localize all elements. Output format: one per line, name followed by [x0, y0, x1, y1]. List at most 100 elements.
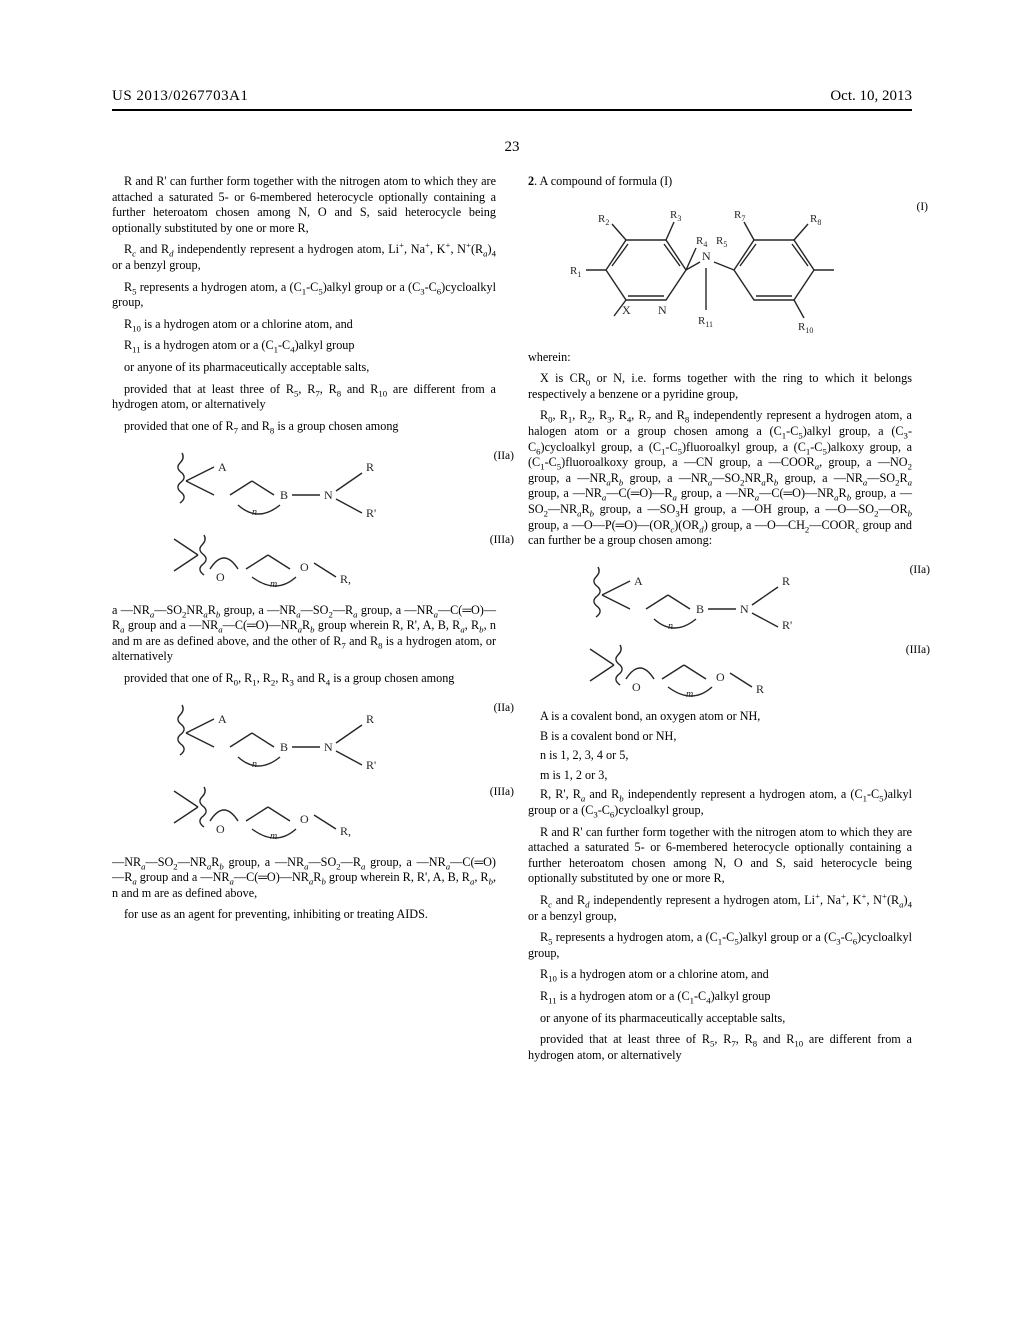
- formula-label-IIIa: (IIIa): [906, 643, 930, 658]
- sub: a: [470, 877, 474, 887]
- lbl: A: [218, 460, 227, 474]
- lbl: m: [270, 579, 277, 590]
- para-r11: R11 is a hydrogen atom or a (C1-C4)alkyl…: [112, 338, 496, 354]
- svg-text:R3: R3: [670, 209, 681, 223]
- para-rcrd-r: Rc and Rd independently represent a hydr…: [528, 893, 912, 924]
- txt: )alkyl group, a (C: [803, 424, 904, 438]
- header-row: US 2013/0267703A1 Oct. 10, 2013: [112, 88, 912, 105]
- para-r0r8: R0, R1, R2, R3, R4, R7 and R8 independen…: [528, 408, 912, 548]
- sub: 1: [863, 794, 867, 804]
- para-r5: R5 represents a hydrogen atom, a (C1-C5)…: [112, 280, 496, 311]
- lbl: 4: [703, 240, 707, 249]
- txt: —SO: [308, 855, 336, 869]
- txt: —C(═O)—R: [606, 486, 672, 500]
- lbl: O: [632, 680, 641, 694]
- formula-label-IIIa: (IIIa): [490, 533, 514, 548]
- txt: represents a hydrogen atom, a (C: [553, 930, 718, 944]
- txt: is a hydrogen atom or a (C: [557, 989, 690, 1003]
- para-rrhet: R and R' can further form together with …: [528, 825, 912, 887]
- sub: 3: [290, 677, 294, 687]
- sub: 5: [710, 1039, 714, 1049]
- publication-date: Oct. 10, 2013: [830, 88, 912, 105]
- svg-text:R4: R4: [696, 235, 707, 249]
- txt: is a group chosen among: [274, 419, 398, 433]
- svg-text:R11: R11: [698, 315, 713, 329]
- lbl: R': [366, 506, 376, 519]
- para-B: B is a covalent bond or NH,: [528, 729, 912, 745]
- sub: 10: [548, 974, 557, 984]
- formula-IIa-1: (IIa) A B n: [168, 445, 496, 519]
- svg-IIIa-r: O O m R: [584, 639, 814, 699]
- txt: R, R', R: [540, 787, 581, 801]
- txt: )alkyl group or a (C: [323, 280, 421, 294]
- formula-label-IIIa: (IIIa): [490, 785, 514, 800]
- lbl: A: [634, 574, 643, 588]
- txt: R: [124, 280, 132, 294]
- formula-label-IIa: (IIa): [910, 563, 930, 578]
- right-column: 2. A compound of formula (I) (I): [528, 174, 912, 1070]
- txt: )cycloalkyl group,: [614, 803, 703, 817]
- formula-label-IIa: (IIa): [494, 701, 514, 716]
- txt: is a hydrogen atom or a chlorine atom, a…: [141, 317, 353, 331]
- lbl: R': [366, 758, 376, 771]
- para-r10: R10 is a hydrogen atom or a chlorine ato…: [112, 317, 496, 333]
- sub: 7: [315, 388, 319, 398]
- txt: -C: [425, 280, 437, 294]
- sub: 7: [341, 640, 345, 650]
- sub: 11: [548, 996, 556, 1006]
- txt: , N: [450, 242, 466, 256]
- para-salts: or anyone of its pharmaceutically accept…: [112, 360, 496, 376]
- txt: provided that one of R: [124, 671, 234, 685]
- sub: 10: [794, 1039, 803, 1049]
- txt: or a benzyl group,: [112, 258, 201, 272]
- sub: 0: [234, 677, 238, 687]
- lbl: A: [218, 712, 227, 726]
- txt: represents a hydrogen atom, a (C: [137, 280, 302, 294]
- txt: independently represent a hydrogen atom,…: [174, 242, 400, 256]
- sub: 2: [895, 477, 899, 487]
- txt: )cycloalkyl group, a (C: [541, 440, 661, 454]
- sub: 4: [908, 899, 912, 909]
- txt: —R: [333, 603, 353, 617]
- txt: group wherein R, R', A, B, R: [315, 618, 461, 632]
- formula-IIIa-2: (IIIa) O O m R,: [168, 781, 496, 845]
- txt: and R: [136, 242, 169, 256]
- para-salts-r: or anyone of its pharmaceutically accept…: [528, 1011, 912, 1027]
- para-r10-r: R10 is a hydrogen atom or a chlorine ato…: [528, 967, 912, 983]
- lbl: 11: [705, 320, 713, 329]
- lbl: 7: [741, 214, 745, 223]
- page-root: US 2013/0267703A1 Oct. 10, 2013 2 3 R and…: [0, 0, 1024, 1320]
- txt: group and a —NR: [125, 618, 219, 632]
- txt: )fluoroalkoxy group, a —CN group, a —COO…: [561, 455, 815, 469]
- txt: or a benzyl group,: [528, 909, 617, 923]
- lbl: n: [252, 759, 257, 770]
- lbl: O: [216, 570, 225, 584]
- txt: independently represent a hydrogen atom,…: [590, 893, 816, 907]
- txt: , Na: [820, 893, 841, 907]
- sub: 2: [271, 677, 275, 687]
- txt: group, a —NR: [528, 471, 606, 485]
- txt: group, a —NR: [220, 603, 296, 617]
- para-prov-r: provided that at least three of R5, R7, …: [528, 1032, 912, 1063]
- txt: )(OR: [674, 518, 699, 532]
- lbl: R: [782, 574, 790, 588]
- txt: -C: [306, 280, 318, 294]
- sub: 10: [378, 388, 387, 398]
- txt: , group, a —NO: [819, 455, 908, 469]
- sub: 7: [234, 425, 238, 435]
- lbl: N: [740, 602, 749, 616]
- svg-text:R1: R1: [570, 265, 581, 279]
- txt: R: [124, 317, 132, 331]
- para-x: X is CR0 or N, i.e. forms together with …: [528, 371, 912, 402]
- lbl: 2: [605, 218, 609, 227]
- lbl: R': [782, 618, 792, 629]
- formula-IIa-right: (IIa) A B n: [584, 559, 912, 629]
- svg-IIIa: O O m R,: [168, 529, 398, 593]
- para-n: n is 1, 2, 3, 4 or 5,: [528, 748, 912, 764]
- two-column-body: R and R' can further form together with …: [112, 174, 912, 1070]
- formula-IIa-2: (IIa) A B n: [168, 697, 496, 771]
- lbl: R: [756, 682, 764, 696]
- formula-label-IIa: (IIa): [494, 449, 514, 464]
- sub: 8: [337, 388, 341, 398]
- sub: 4: [492, 249, 496, 259]
